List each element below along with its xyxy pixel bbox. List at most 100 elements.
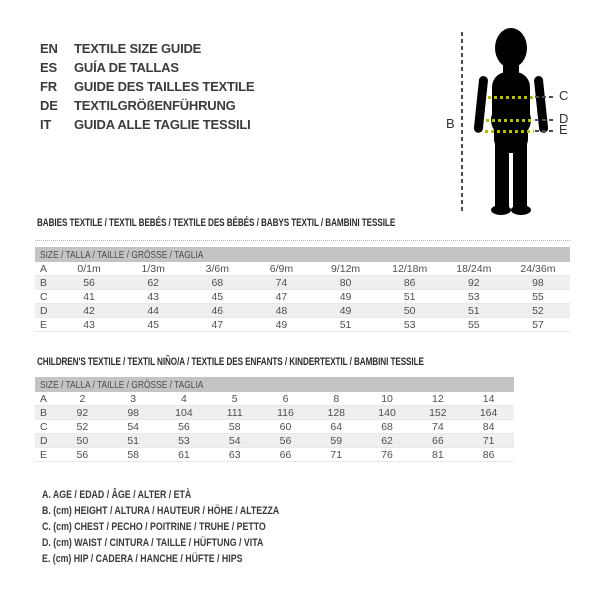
table-cell: 2 (79, 392, 86, 405)
table-row-waist: D 50 51 53 54 56 59 62 66 71 (35, 434, 514, 448)
table-cell: 54 (228, 434, 241, 447)
table-cell: 62 (381, 434, 393, 447)
chest-measure-line (488, 96, 533, 99)
table-cell: 68 (211, 276, 224, 289)
language-title: GUIDE DES TAILLES TEXTILE (74, 79, 255, 94)
table-cell: 44 (147, 304, 160, 317)
table-cell: 140 (378, 406, 396, 419)
table-row-age: A 0/1m 1/3m 3/6m 6/9m 9/12m 12/18m 18/24… (35, 262, 570, 276)
row-label: E (40, 448, 48, 461)
table-cell: 152 (429, 406, 447, 419)
table-cell: 50 (403, 304, 416, 317)
table-cell: 68 (381, 420, 393, 433)
table-cell: 51 (403, 290, 416, 303)
table-cell: 53 (467, 290, 480, 303)
table-cell: 55 (532, 290, 544, 303)
table-cell: 164 (479, 406, 498, 419)
row-label: C (40, 290, 48, 303)
language-code: ES (40, 60, 57, 75)
table-cell: 98 (127, 406, 139, 419)
table-cell: 52 (532, 304, 544, 317)
measurement-legend: A. AGE / EDAD / ÂGE / ALTER / ETÀ B. (cm… (42, 487, 339, 567)
table-cell: 86 (482, 448, 495, 461)
table-row-height: B 56 62 68 74 80 86 92 98 (35, 276, 570, 290)
table-cell: 8 (333, 392, 340, 405)
table-cell: 71 (330, 448, 343, 461)
table-row-hip: E 56 58 61 63 66 71 76 81 86 (35, 448, 514, 462)
table-cell: 51 (339, 318, 352, 331)
table-cell: 56 (83, 276, 95, 289)
size-header-label: SIZE / TALLA / TAILLE / GRÖSSE / TAGLIA (40, 378, 204, 391)
table-cell: 56 (279, 434, 292, 447)
table-cell: 49 (339, 304, 352, 317)
language-title: TEXTILGRÖßENFÜHRUNG (74, 98, 236, 113)
legend-line-chest: C. (cm) CHEST / PECHO / POITRINE / TRUHE… (42, 521, 266, 533)
table-cell: 86 (403, 276, 416, 289)
table-cell: 81 (431, 448, 444, 461)
table-cell: 0/1m (77, 262, 101, 275)
table-cell: 76 (381, 448, 393, 461)
legend-line-hip: E. (cm) HIP / CADERA / HANCHE / HÜFTE / … (42, 553, 243, 565)
size-header-row: SIZE / TALLA / TAILLE / GRÖSSE / TAGLIA (35, 377, 514, 392)
table-cell: 98 (532, 276, 544, 289)
legend-line-waist: D. (cm) WAIST / CINTURA / TAILLE / HÜFTU… (42, 537, 264, 549)
language-code: FR (40, 79, 57, 94)
table-cell: 24/36m (520, 262, 556, 275)
table-cell: 55 (467, 318, 480, 331)
hip-measure-label: E (559, 122, 568, 137)
table-cell: 49 (339, 290, 352, 303)
table-cell: 58 (228, 420, 241, 433)
language-row-de: DE TEXTILGRÖßENFÜHRUNG (40, 96, 254, 115)
table-cell: 128 (327, 406, 346, 419)
language-title: GUIDA ALLE TAGLIE TESSILI (74, 117, 251, 132)
table-cell: 58 (127, 448, 139, 461)
table-cell: 57 (532, 318, 544, 331)
table-cell: 52 (76, 420, 89, 433)
child-silhouette-icon (473, 28, 549, 215)
language-row-it: IT GUIDA ALLE TAGLIE TESSILI (40, 115, 254, 134)
size-header-row: SIZE / TALLA / TAILLE / GRÖSSE / TAGLIA (35, 247, 570, 262)
table-cell: 3 (130, 392, 137, 405)
table-cell: 47 (275, 290, 288, 303)
height-measure-label: B (446, 116, 455, 131)
language-code: IT (40, 117, 52, 132)
language-code: DE (40, 98, 58, 113)
waist-measure-line (486, 119, 534, 122)
table-row-height: B 92 98 104 111 116 128 140 152 164 (35, 406, 514, 420)
language-row-es: ES GUÍA DE TALLAS (40, 58, 254, 77)
table-cell: 18/24m (456, 262, 492, 275)
babies-table-title: BABIES TEXTILE / TEXTIL BEBÉS / TEXTILE … (37, 217, 396, 229)
height-measure-line (461, 32, 463, 213)
row-label: A (40, 392, 48, 405)
row-label: A (40, 262, 48, 275)
table-cell: 56 (76, 448, 89, 461)
table-cell: 80 (339, 276, 352, 289)
table-cell: 59 (330, 434, 343, 447)
table-cell: 5 (231, 392, 238, 405)
table-cell: 49 (275, 318, 288, 331)
table-cell: 50 (76, 434, 89, 447)
hip-measure-line (485, 130, 534, 133)
table-cell: 111 (226, 406, 243, 419)
table-cell: 12/18m (392, 262, 428, 275)
table-cell: 12 (431, 392, 444, 405)
table-cell: 1/3m (141, 262, 165, 275)
table-cell: 46 (211, 304, 224, 317)
table-row-chest: C 52 54 56 58 60 64 68 74 84 (35, 420, 514, 434)
table-cell: 43 (147, 290, 160, 303)
table-cell: 66 (431, 434, 444, 447)
chest-measure-leader (535, 96, 554, 98)
table-cell: 53 (178, 434, 190, 447)
row-label: E (40, 318, 48, 331)
table-row-chest: C 41 43 45 47 49 51 53 55 (35, 290, 570, 304)
table-cell: 104 (175, 406, 193, 419)
children-size-table: SIZE / TALLA / TAILLE / GRÖSSE / TAGLIA … (35, 377, 514, 462)
table-cell: 41 (83, 290, 95, 303)
table-row-waist: D 42 44 46 48 49 50 51 52 (35, 304, 570, 318)
table-cell: 51 (467, 304, 480, 317)
table-cell: 43 (83, 318, 95, 331)
language-title: GUÍA DE TALLAS (74, 60, 179, 75)
row-label: D (40, 434, 48, 447)
size-header-label: SIZE / TALLA / TAILLE / GRÖSSE / TAGLIA (40, 248, 204, 261)
table-row-age: A 2 3 4 5 6 8 10 12 14 (35, 392, 514, 406)
